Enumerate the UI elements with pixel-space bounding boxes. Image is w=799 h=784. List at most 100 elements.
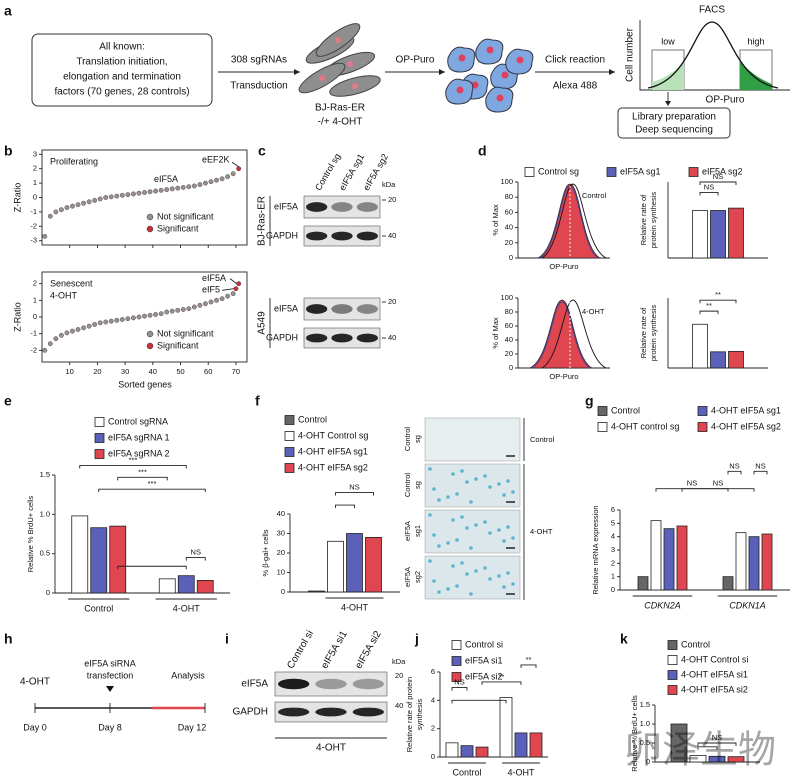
- marker-label: 40: [388, 333, 396, 342]
- y-tick-label: 1.5: [640, 700, 650, 709]
- y-tick-label: -2: [30, 345, 37, 354]
- sig-bracket: [697, 742, 737, 746]
- band: [306, 304, 328, 314]
- point: [119, 192, 125, 198]
- point: [236, 281, 242, 287]
- arrow-label: Alexa 488: [553, 81, 598, 92]
- sig-label: NS: [713, 172, 723, 181]
- gate-label: low: [661, 36, 675, 46]
- panel-letter: h: [4, 631, 13, 647]
- legend-swatch: [606, 167, 617, 177]
- box-text: Deep sequencing: [635, 125, 713, 136]
- x-tick-label: 40: [149, 367, 157, 376]
- panel-letter: i: [225, 631, 229, 647]
- stain: [437, 498, 441, 502]
- stain: [488, 531, 492, 535]
- bar: [637, 576, 649, 591]
- point: [75, 202, 81, 208]
- stain: [502, 539, 506, 543]
- nucleus: [458, 54, 466, 62]
- bar: [346, 533, 363, 593]
- sig-label: **: [706, 301, 712, 310]
- x-tick-label: 60: [204, 367, 212, 376]
- histogram-control: [541, 299, 607, 369]
- stain: [497, 574, 501, 578]
- box-text: factors (70 genes, 28 controls): [54, 87, 189, 98]
- point: [230, 291, 236, 297]
- band: [356, 304, 378, 314]
- x-tick-label: CDKN1A: [729, 600, 766, 610]
- point: [208, 179, 214, 185]
- panel-letter: c: [258, 143, 266, 159]
- nucleus: [352, 83, 358, 89]
- lane-label: Control si: [285, 629, 316, 671]
- x-tick-label: 30: [121, 367, 129, 376]
- micrograph: [424, 509, 521, 554]
- stain: [469, 546, 473, 550]
- day-label: Day 8: [98, 722, 122, 732]
- y-tick-label: 40: [505, 223, 513, 232]
- stain: [460, 469, 464, 473]
- timeline-label: 4-OHT: [20, 677, 50, 688]
- legend-swatch: [94, 449, 105, 459]
- legend-label: Control: [681, 639, 710, 649]
- point: [197, 182, 203, 187]
- legend-swatch: [284, 463, 295, 473]
- bar: [308, 590, 325, 593]
- panel-letter: b: [4, 143, 13, 159]
- y-tick-label: 6: [611, 505, 615, 514]
- legend-swatch: [94, 433, 105, 443]
- y-tick-label: -1: [30, 329, 37, 338]
- nucleus: [335, 37, 341, 43]
- point: [158, 311, 164, 317]
- x-tick-label: 50: [176, 367, 184, 376]
- y-tick-label: 0: [431, 752, 435, 761]
- x-axis-label: OP-Puro: [549, 372, 578, 381]
- x-tick-label: Control: [452, 767, 481, 777]
- y-tick-label: 0: [611, 585, 615, 594]
- stain: [465, 572, 469, 576]
- image-label: eIF5A: [403, 521, 412, 541]
- sig-label: **: [499, 672, 505, 681]
- legend-swatch: [597, 406, 608, 416]
- bar: [365, 537, 382, 593]
- x-tick-label: 4-OHT: [173, 603, 201, 613]
- legend-label: eIF5A sg2: [702, 166, 743, 176]
- sig-bracket: [79, 465, 187, 469]
- sig-label: NS: [191, 548, 201, 557]
- band: [331, 333, 353, 343]
- nucleus: [516, 56, 524, 64]
- panel-letter: g: [585, 393, 594, 409]
- sig-bracket: [335, 504, 355, 509]
- cell-line-label: BJ-Ras-ER: [257, 196, 268, 246]
- sig-label: NS: [713, 479, 723, 488]
- sig-bracket: [699, 310, 719, 315]
- legend-swatch: [94, 417, 105, 427]
- y-tick-label: 0: [281, 587, 285, 596]
- sig-bracket: [681, 488, 755, 492]
- legend-label: 4-OHT Control sg: [298, 430, 368, 440]
- plot-label: Proliferating: [50, 156, 98, 166]
- legend-label: 4-OHT eIF5A si2: [681, 684, 748, 694]
- point: [219, 176, 225, 182]
- image-label: Control: [403, 473, 412, 498]
- stain: [497, 528, 501, 532]
- sig-label: NS: [687, 479, 697, 488]
- legend-swatch: [667, 640, 678, 650]
- point: [153, 188, 158, 194]
- arrow-head: [294, 69, 300, 75]
- point: [70, 328, 75, 334]
- point: [203, 301, 208, 307]
- legend-label: 4-OHT eIF5A sg1: [711, 405, 781, 415]
- sig-label: ***: [138, 467, 147, 476]
- legend-swatch: [284, 447, 295, 457]
- point: [131, 315, 136, 321]
- nucleus: [319, 75, 325, 81]
- timeline-label: Analysis: [171, 670, 205, 680]
- stain: [428, 559, 432, 563]
- image-label: sg1: [413, 525, 422, 537]
- point: [169, 186, 175, 192]
- arrow-head: [665, 101, 671, 106]
- bar: [710, 210, 726, 259]
- y-tick-label: 40: [277, 509, 285, 518]
